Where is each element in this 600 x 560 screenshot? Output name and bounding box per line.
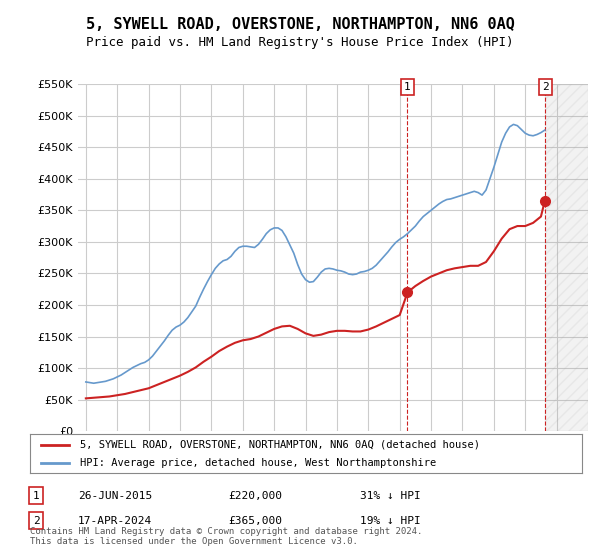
Text: 19% ↓ HPI: 19% ↓ HPI [360,516,421,526]
Text: 1: 1 [404,82,411,92]
Text: £220,000: £220,000 [228,491,282,501]
Text: 5, SYWELL ROAD, OVERSTONE, NORTHAMPTON, NN6 0AQ: 5, SYWELL ROAD, OVERSTONE, NORTHAMPTON, … [86,17,514,32]
Text: HPI: Average price, detached house, West Northamptonshire: HPI: Average price, detached house, West… [80,459,436,468]
Text: 1: 1 [32,491,40,501]
Text: 26-JUN-2015: 26-JUN-2015 [78,491,152,501]
Text: 31% ↓ HPI: 31% ↓ HPI [360,491,421,501]
Text: £365,000: £365,000 [228,516,282,526]
Text: 5, SYWELL ROAD, OVERSTONE, NORTHAMPTON, NN6 0AQ (detached house): 5, SYWELL ROAD, OVERSTONE, NORTHAMPTON, … [80,440,479,450]
Text: 17-APR-2024: 17-APR-2024 [78,516,152,526]
Text: 2: 2 [32,516,40,526]
Text: Price paid vs. HM Land Registry's House Price Index (HPI): Price paid vs. HM Land Registry's House … [86,36,514,49]
Text: Contains HM Land Registry data © Crown copyright and database right 2024.
This d: Contains HM Land Registry data © Crown c… [30,526,422,546]
Bar [545,84,588,431]
Text: 2: 2 [542,82,549,92]
